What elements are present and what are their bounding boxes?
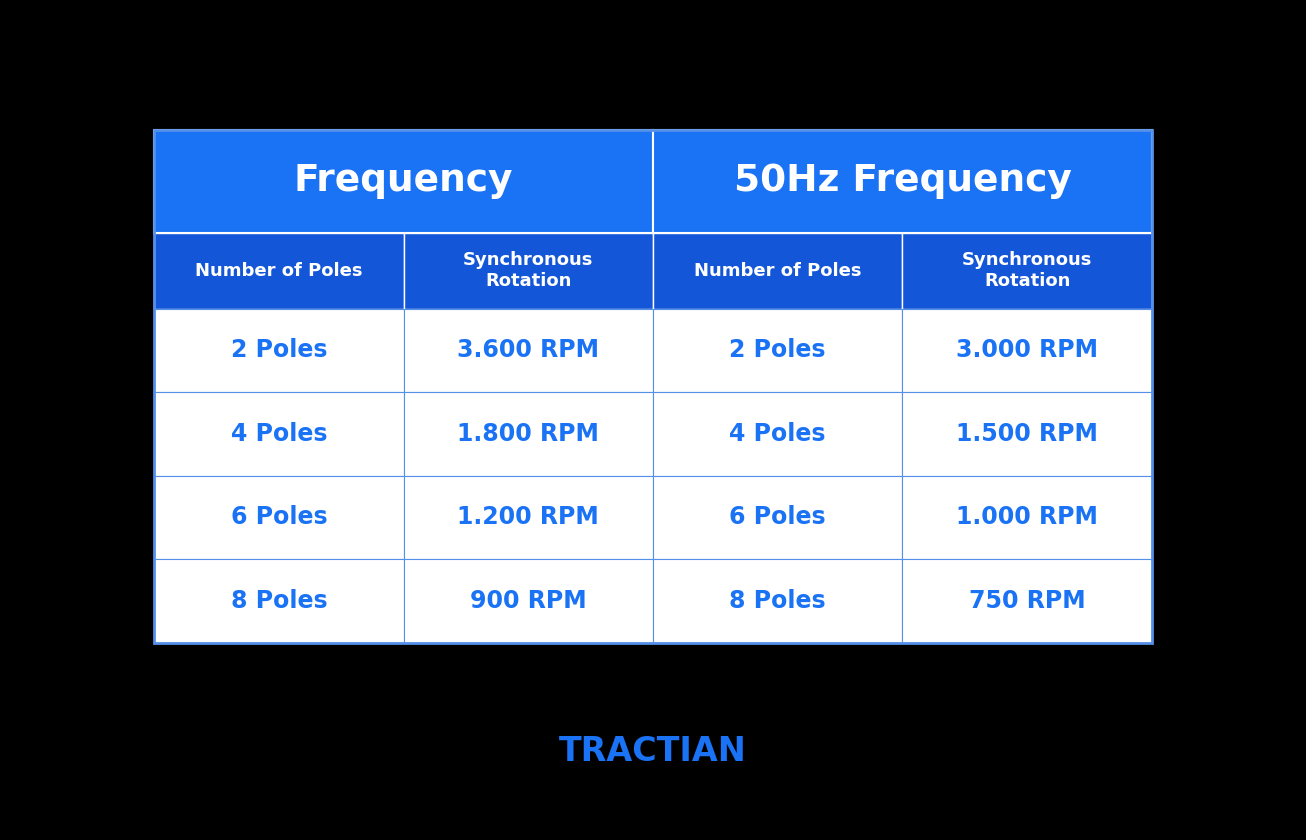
Text: 2 Poles: 2 Poles [231,339,326,362]
Text: 2 Poles: 2 Poles [730,339,825,362]
Text: 3.000 RPM: 3.000 RPM [956,339,1098,362]
Text: 8 Poles: 8 Poles [730,589,825,613]
Text: 6 Poles: 6 Poles [730,506,825,529]
Text: 50Hz Frequency: 50Hz Frequency [734,164,1071,199]
Text: 8 Poles: 8 Poles [231,589,326,613]
Text: 750 RPM: 750 RPM [969,589,1085,613]
Text: 1.000 RPM: 1.000 RPM [956,506,1098,529]
Text: Number of Poles: Number of Poles [195,261,363,280]
Text: 900 RPM: 900 RPM [470,589,586,613]
Text: Synchronous
Rotation: Synchronous Rotation [464,251,593,290]
Text: Frequency: Frequency [294,164,513,199]
Text: 6 Poles: 6 Poles [231,506,326,529]
Text: 1.800 RPM: 1.800 RPM [457,422,599,446]
Text: 1.200 RPM: 1.200 RPM [457,506,599,529]
Text: TRACTIAN: TRACTIAN [559,735,747,769]
Text: 4 Poles: 4 Poles [231,422,326,446]
Text: 4 Poles: 4 Poles [730,422,825,446]
Text: Synchronous
Rotation: Synchronous Rotation [963,251,1092,290]
Text: 3.600 RPM: 3.600 RPM [457,339,599,362]
Text: Number of Poles: Number of Poles [693,261,862,280]
Text: 1.500 RPM: 1.500 RPM [956,422,1098,446]
